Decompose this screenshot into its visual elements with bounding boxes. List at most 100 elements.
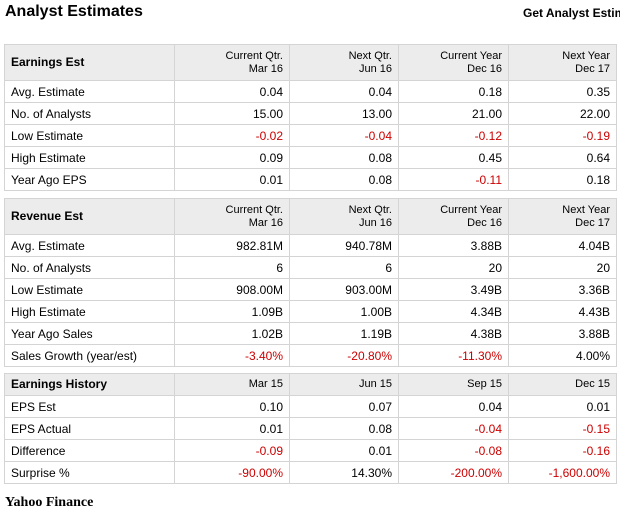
table-row: No. of Analysts 6 6 20 20 (4, 256, 617, 279)
table-heading: Earnings Est (4, 44, 175, 81)
column-header: Sep 15 (398, 373, 509, 396)
value-cell: 6 (289, 256, 399, 279)
row-label: Avg. Estimate (4, 234, 175, 257)
column-header-period: Current Qtr. (225, 203, 283, 216)
row-label: High Estimate (4, 146, 175, 169)
table-header-row: Earnings History Mar 15 Jun 15 Sep 15 Dec 15 (4, 373, 617, 396)
value-cell: 0.07 (289, 395, 399, 418)
value-cell: 20 (398, 256, 509, 279)
value-cell: -11.30% (398, 344, 509, 367)
table-heading: Revenue Est (4, 198, 175, 235)
value-cell: 0.64 (508, 146, 617, 169)
column-header-period: Dec 15 (575, 378, 610, 390)
column-header-period: Mar 15 (248, 378, 283, 390)
value-cell: 0.18 (508, 168, 617, 191)
column-header-date: Dec 17 (575, 62, 610, 75)
column-header-period: Jun 15 (358, 378, 392, 390)
value-cell: 4.00% (508, 344, 617, 367)
column-header: Next Year Dec 17 (508, 44, 617, 81)
row-label: Surprise % (4, 461, 175, 484)
column-header-period: Next Year (562, 203, 610, 216)
value-cell: 13.00 (289, 102, 399, 125)
value-cell: -0.16 (508, 439, 617, 462)
value-cell: 0.04 (174, 80, 290, 103)
column-header: Current Year Dec 16 (398, 198, 509, 235)
value-cell: -0.15 (508, 417, 617, 440)
table-heading: Earnings History (4, 373, 175, 396)
value-cell: 0.04 (398, 395, 509, 418)
table-row: No. of Analysts 15.00 13.00 21.00 22.00 (4, 102, 617, 125)
table-row: Avg. Estimate 0.04 0.04 0.18 0.35 (4, 80, 617, 103)
column-header-period: Current Year (440, 49, 502, 62)
row-label: No. of Analysts (4, 256, 175, 279)
column-header-date: Jun 16 (358, 216, 392, 229)
value-cell: 21.00 (398, 102, 509, 125)
row-label: EPS Est (4, 395, 175, 418)
value-cell: 1.09B (174, 300, 290, 323)
row-label: Year Ago Sales (4, 322, 175, 345)
value-cell: 0.01 (174, 417, 290, 440)
column-header-period: Current Qtr. (225, 49, 283, 62)
column-header: Current Qtr. Mar 16 (174, 44, 290, 81)
row-label: EPS Actual (4, 417, 175, 440)
earnings-history-table: Earnings History Mar 15 Jun 15 Sep 15 Dec 15… (4, 373, 617, 484)
value-cell: 0.08 (289, 417, 399, 440)
value-cell: -0.04 (398, 417, 509, 440)
column-header-period: Sep 15 (467, 378, 502, 390)
value-cell: -90.00% (174, 461, 290, 484)
value-cell: -0.04 (289, 124, 399, 147)
value-cell: 0.08 (289, 146, 399, 169)
column-header-date: Dec 16 (467, 216, 502, 229)
value-cell: 22.00 (508, 102, 617, 125)
column-header: Dec 15 (508, 373, 617, 396)
value-cell: 0.09 (174, 146, 290, 169)
footer-source: Yahoo Finance (5, 495, 94, 510)
row-label: Low Estimate (4, 278, 175, 301)
page-title: Analyst Estimates (5, 3, 143, 20)
value-cell: 0.04 (289, 80, 399, 103)
row-label: Low Estimate (4, 124, 175, 147)
table-row: EPS Est 0.10 0.07 0.04 0.01 (4, 395, 617, 418)
column-header-period: Next Qtr. (348, 49, 392, 62)
value-cell: 20 (508, 256, 617, 279)
get-analyst-estimates-link[interactable]: Get Analyst Estim (523, 6, 620, 20)
table-row: High Estimate 0.09 0.08 0.45 0.64 (4, 146, 617, 169)
column-header-date: Mar 16 (248, 62, 283, 75)
table-header-row: Earnings Est Current Qtr. Mar 16 Next Qtr. J… (4, 44, 617, 81)
column-header-period: Next Year (562, 49, 610, 62)
value-cell: 3.88B (398, 234, 509, 257)
column-header: Next Qtr. Jun 16 (289, 198, 399, 235)
column-header: Mar 15 (174, 373, 290, 396)
row-label: High Estimate (4, 300, 175, 323)
value-cell: -0.19 (508, 124, 617, 147)
table-row: Surprise % -90.00% 14.30% -200.00% -1,600.00… (4, 461, 617, 484)
column-header: Jun 15 (289, 373, 399, 396)
value-cell: -0.12 (398, 124, 509, 147)
value-cell: 908.00M (174, 278, 290, 301)
value-cell: 3.88B (508, 322, 617, 345)
column-header-period: Next Qtr. (348, 203, 392, 216)
value-cell: 1.19B (289, 322, 399, 345)
column-header: Current Qtr. Mar 16 (174, 198, 290, 235)
table-row: Avg. Estimate 982.81M 940.78M 3.88B 4.04B (4, 234, 617, 257)
value-cell: 940.78M (289, 234, 399, 257)
row-label: Sales Growth (year/est) (4, 344, 175, 367)
table-row: Low Estimate -0.02 -0.04 -0.12 -0.19 (4, 124, 617, 147)
value-cell: -0.11 (398, 168, 509, 191)
value-cell: 4.43B (508, 300, 617, 323)
value-cell: 3.36B (508, 278, 617, 301)
value-cell: 14.30% (289, 461, 399, 484)
value-cell: 4.04B (508, 234, 617, 257)
value-cell: 4.38B (398, 322, 509, 345)
row-label: Year Ago EPS (4, 168, 175, 191)
table-row: EPS Actual 0.01 0.08 -0.04 -0.15 (4, 417, 617, 440)
table-row: Difference -0.09 0.01 -0.08 -0.16 (4, 439, 617, 462)
value-cell: 982.81M (174, 234, 290, 257)
value-cell: 6 (174, 256, 290, 279)
value-cell: 0.08 (289, 168, 399, 191)
value-cell: 0.10 (174, 395, 290, 418)
column-header: Current Year Dec 16 (398, 44, 509, 81)
value-cell: 0.18 (398, 80, 509, 103)
value-cell: 0.01 (174, 168, 290, 191)
value-cell: -20.80% (289, 344, 399, 367)
